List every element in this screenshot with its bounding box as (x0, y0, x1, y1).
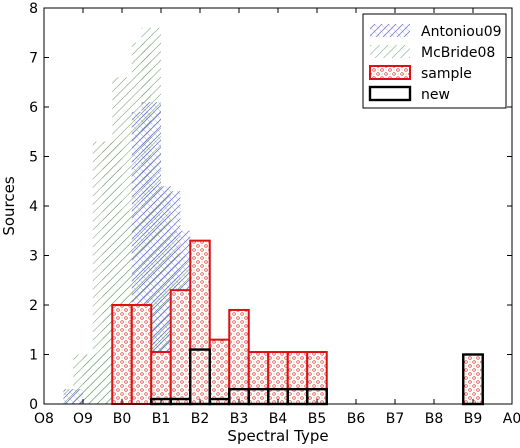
legend-swatch-mcbride08 (370, 45, 410, 58)
bar-sample-10 (306, 351, 328, 405)
bar-sample-0 (111, 304, 133, 405)
y-tick-label-8: 8 (29, 1, 38, 17)
y-tick-label-5: 5 (29, 150, 38, 166)
x-tick-label-8: B6 (347, 411, 366, 427)
legend-label-antoniou09: Antoniou09 (421, 24, 502, 40)
legend-swatch-sample (369, 65, 411, 80)
bar-sample-8 (267, 351, 289, 405)
x-axis-label: Spectral Type (227, 427, 328, 444)
bar-sample-9 (286, 351, 309, 405)
bar-sample-1 (130, 304, 153, 405)
bar-antoniou09-0 (63, 389, 83, 404)
legend-label-mcbride08: McBride08 (421, 45, 495, 61)
legend-swatch-antoniou09 (370, 24, 410, 37)
legend-label-new: new (421, 87, 450, 103)
legend-label-sample: sample (421, 66, 472, 82)
y-tick-label-4: 4 (29, 199, 38, 215)
x-tick-label-11: B9 (464, 411, 483, 427)
y-axis-label: Sources (0, 176, 18, 236)
bar-sample-11 (462, 353, 484, 405)
bar-sample-2 (150, 351, 172, 405)
y-tick-label-6: 6 (29, 100, 38, 116)
legend-swatch-new (368, 85, 412, 102)
x-tick-label-4: B2 (191, 411, 210, 427)
x-tick-label-0: O8 (34, 411, 54, 427)
y-tick-label-3: 3 (29, 249, 38, 265)
y-tick-label-2: 2 (29, 298, 38, 314)
x-tick-label-2: B0 (113, 411, 132, 427)
bar-sample-4 (189, 239, 211, 405)
x-tick-label-12: A0 (503, 411, 520, 427)
axes-layer: 0 1 2 3 4 5 6 7 8 O8 O9 B0 B1 B2 B3 B4 B5 B6 B7 B8 B9 A0 (29, 1, 520, 427)
x-tick-label-6: B4 (269, 411, 288, 427)
legend: Antoniou09 McBride08 sample new (362, 13, 507, 109)
y-tick-label-0: 0 (29, 397, 38, 413)
x-tick-label-3: B1 (152, 411, 171, 427)
bars-layer (63, 27, 484, 406)
x-tick-label-5: B3 (230, 411, 249, 427)
bar-sample-3 (169, 289, 192, 405)
x-tick-label-10: B8 (425, 411, 444, 427)
bar-sample-5 (208, 338, 231, 405)
bar-sample-7 (247, 351, 270, 405)
x-tick-label-9: B7 (386, 411, 405, 427)
x-tick-label-7: B5 (308, 411, 327, 427)
y-tick-label-7: 7 (29, 51, 38, 67)
x-tick-label-1: O9 (73, 411, 93, 427)
y-tick-label-1: 1 (29, 348, 38, 364)
